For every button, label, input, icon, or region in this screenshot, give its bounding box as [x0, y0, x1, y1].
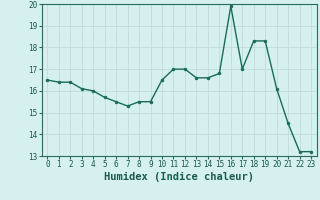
X-axis label: Humidex (Indice chaleur): Humidex (Indice chaleur): [104, 172, 254, 182]
